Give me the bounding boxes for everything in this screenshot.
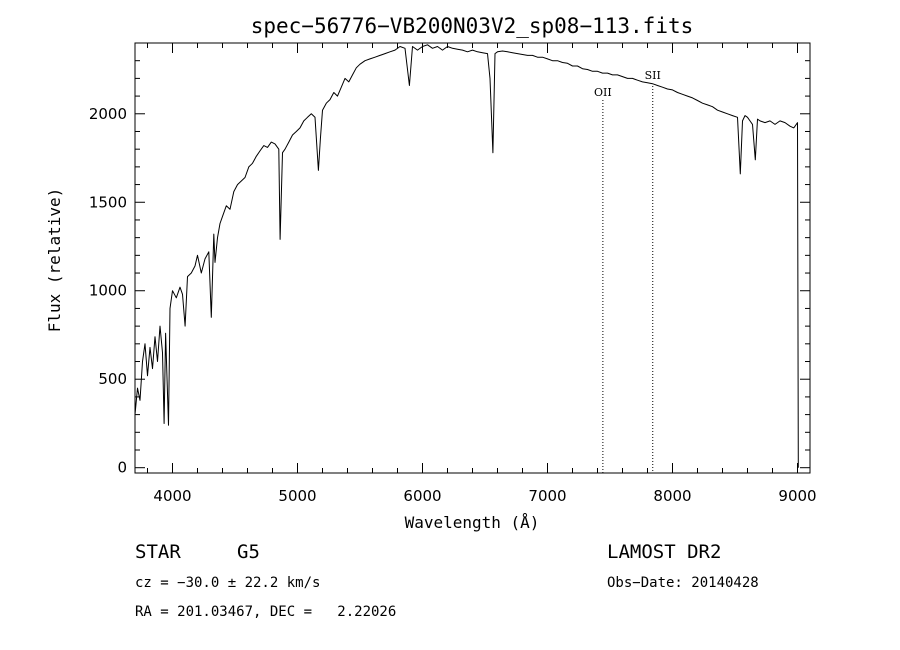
y-tick-label: 500 [98, 370, 127, 388]
x-axis-label: Wavelength (Å) [405, 513, 540, 532]
y-tick-label: 1500 [89, 193, 127, 211]
object-type: STAR [135, 541, 181, 563]
x-tick-label: 5000 [278, 487, 316, 505]
y-tick-label: 2000 [89, 105, 127, 123]
y-tick-label: 1000 [89, 282, 127, 300]
survey-name: LAMOST DR2 [607, 541, 722, 563]
annotation-label-sii: SII [645, 69, 661, 82]
plot-area [134, 42, 811, 474]
plot-border [134, 42, 811, 474]
x-tick-label: 7000 [528, 487, 566, 505]
observation-date: Obs−Date: 20140428 [607, 575, 759, 591]
coordinates: RA = 201.03467, DEC = 2.22026 [135, 604, 397, 620]
x-tick-label: 6000 [403, 487, 441, 505]
line-annotations: OII SII [594, 69, 661, 473]
spectrum-line [134, 44, 799, 468]
y-tick-label: 0 [117, 459, 127, 477]
chart-title: spec−56776−VB200N03V2_sp08−113.fits [251, 14, 694, 38]
annotation-label-oii: OII [594, 86, 612, 99]
x-tick-label: 4000 [153, 487, 191, 505]
axis-ticks: 4000 5000 6000 7000 8000 9000 0 500 1000 1500 2000 [89, 43, 817, 505]
y-axis-label: Flux (relative) [45, 188, 64, 333]
x-tick-label: 9000 [778, 487, 816, 505]
redshift-velocity: cz = −30.0 ± 22.2 km/s [135, 575, 321, 591]
x-tick-label: 8000 [653, 487, 691, 505]
subclass: G5 [237, 541, 260, 563]
